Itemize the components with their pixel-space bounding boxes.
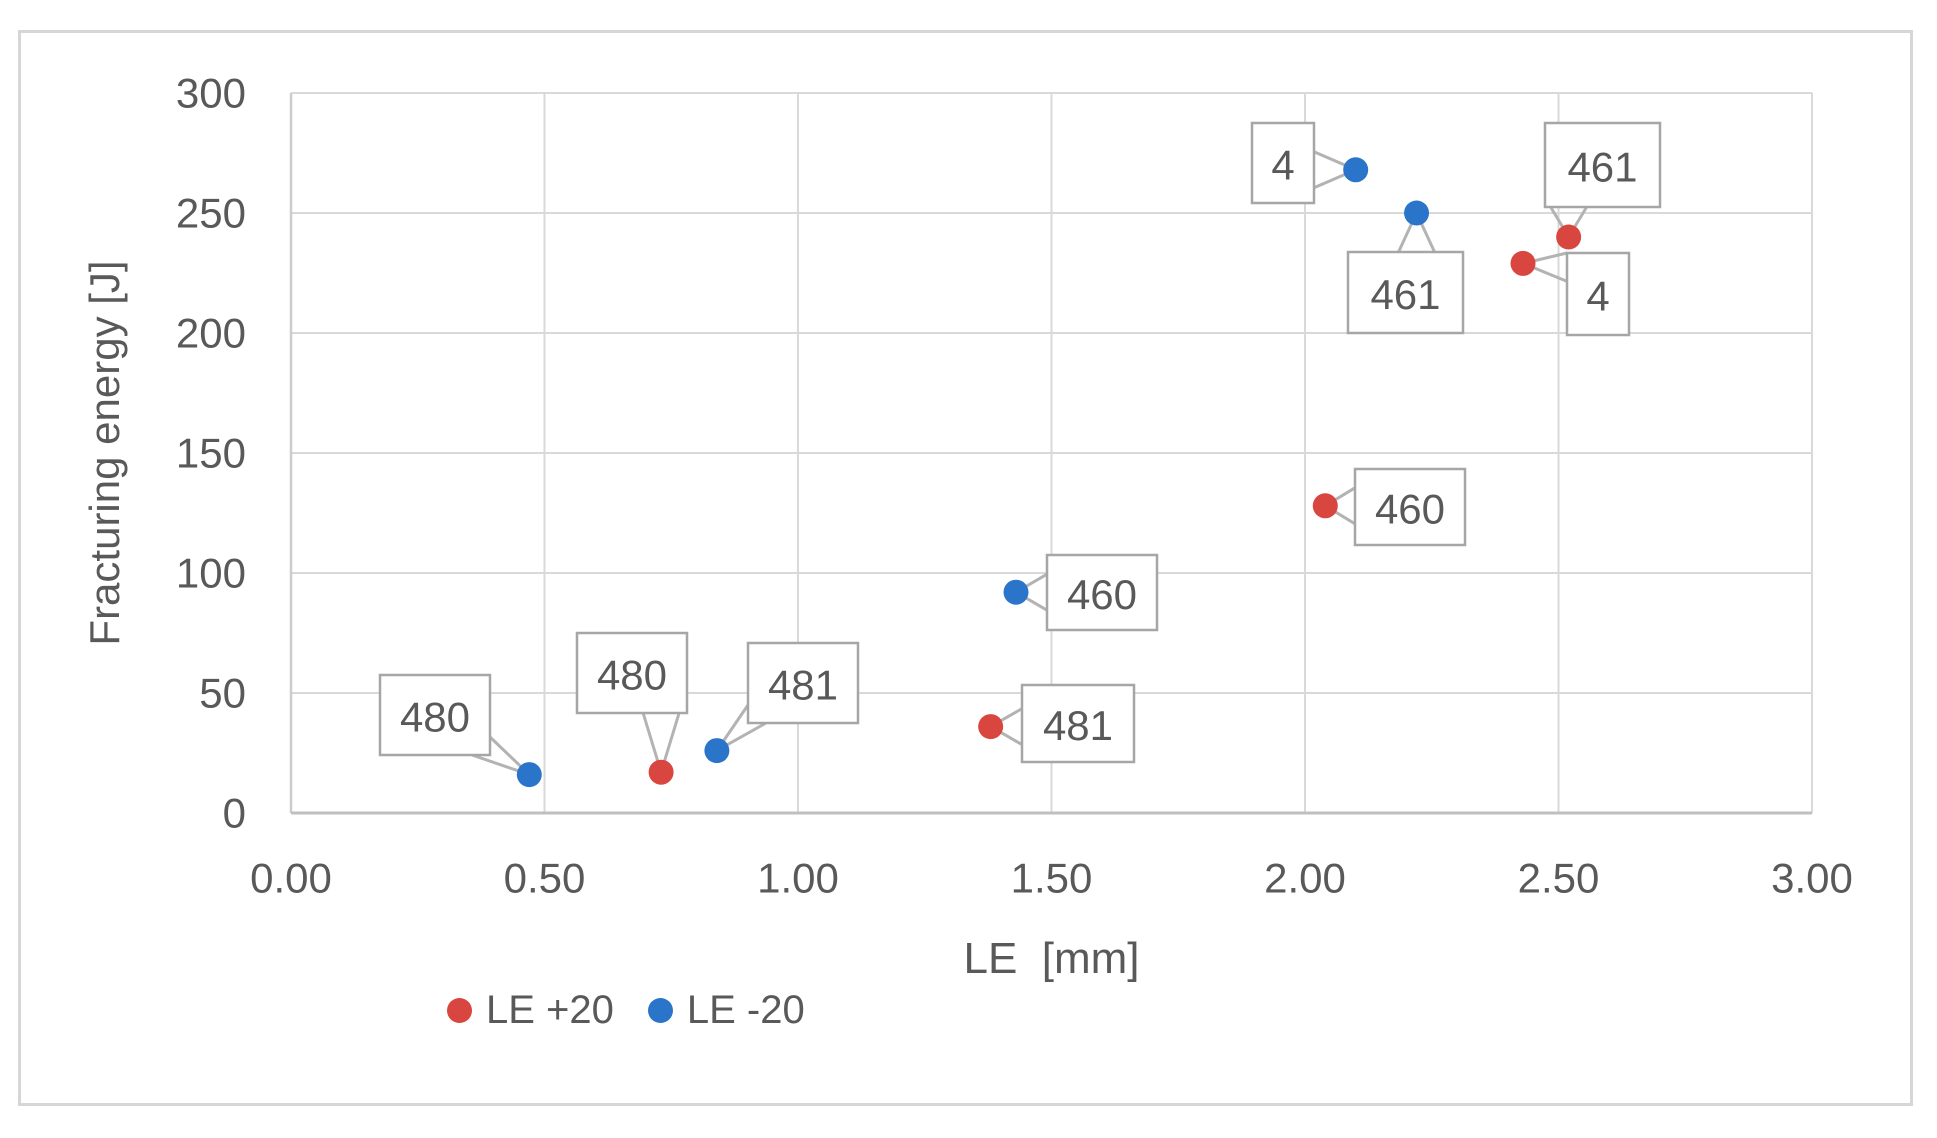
x-tick-label: 0.00: [250, 855, 332, 902]
legend-label-le-minus-20: LE -20: [686, 988, 805, 1032]
y-tick-label: 250: [176, 190, 246, 237]
legend-marker-red-icon: [447, 998, 472, 1023]
x-tick-label: 0.50: [504, 855, 586, 902]
data-label-callout-box: [1346, 250, 1465, 335]
data-label: 461: [1567, 144, 1637, 191]
data-label-callout-box: [575, 631, 689, 715]
data-label: 480: [597, 652, 667, 699]
chart-border-frame: [18, 30, 1913, 1106]
x-tick-label: 1.50: [1011, 855, 1093, 902]
data-label-callout-box: [1020, 683, 1136, 764]
data-point: [1343, 157, 1369, 183]
data-label-callout-box: [746, 641, 860, 725]
legend-label-le-plus-20: LE +20: [486, 988, 614, 1032]
data-point: [1003, 579, 1029, 605]
data-label-callout-box: [1353, 467, 1467, 547]
data-label-callout-box: [1250, 121, 1316, 205]
x-tick-label: 3.00: [1771, 855, 1853, 902]
x-axis-title: LE [mm]: [963, 934, 1140, 983]
y-tick-label: 150: [176, 430, 246, 477]
legend-item-le-plus-20: LE +20: [447, 988, 614, 1033]
data-label: 460: [1375, 486, 1445, 533]
x-tick-label: 2.50: [1518, 855, 1600, 902]
data-label: 481: [1043, 702, 1113, 749]
data-label-callout-box: [1045, 553, 1159, 632]
x-tick-label: 2.00: [1264, 855, 1346, 902]
data-label-callout-box: [1565, 251, 1631, 337]
y-axis-title: Fracturing energy [J]: [81, 260, 128, 646]
data-point: [1510, 250, 1536, 276]
data-label: 461: [1370, 271, 1440, 318]
data-point: [978, 714, 1004, 740]
legend: LE +20 LE -20: [447, 988, 805, 1033]
y-tick-label: 0: [223, 790, 246, 837]
legend-item-le-minus-20: LE -20: [647, 988, 805, 1033]
legend-marker-blue-icon: [647, 998, 673, 1023]
x-tick-label: 1.00: [757, 855, 839, 902]
data-point: [1556, 224, 1582, 250]
data-point: [648, 759, 674, 785]
data-label: 480: [400, 694, 470, 741]
data-point: [516, 762, 542, 788]
data-label: 460: [1067, 571, 1137, 618]
data-label-callout-box: [378, 673, 492, 757]
data-point: [1312, 493, 1338, 519]
y-tick-label: 200: [176, 310, 246, 357]
y-tick-label: 100: [176, 550, 246, 597]
data-label-callout-box: [1543, 121, 1662, 209]
data-label: 481: [768, 662, 838, 709]
y-tick-label: 300: [176, 70, 246, 117]
y-tick-label: 50: [199, 670, 246, 717]
data-point: [1404, 200, 1430, 226]
data-label: 4: [1586, 273, 1609, 320]
data-label: 4: [1271, 142, 1294, 189]
data-point: [704, 738, 730, 764]
